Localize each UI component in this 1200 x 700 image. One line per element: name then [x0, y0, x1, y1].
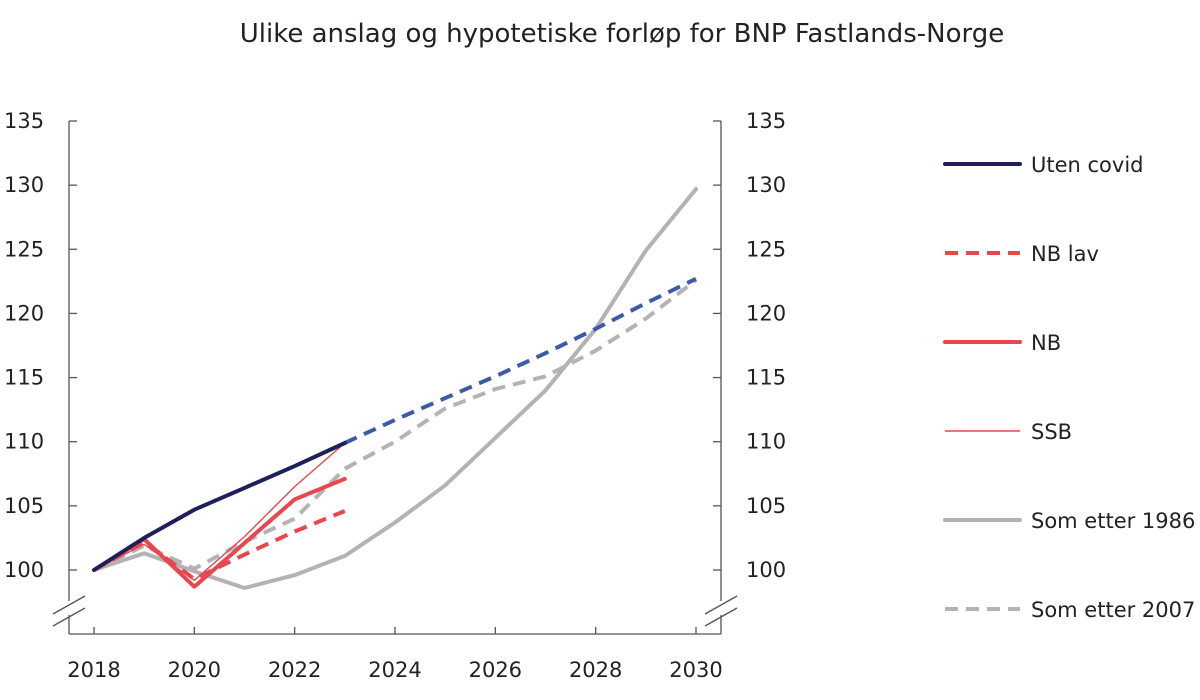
- y-tick-label-right: 130: [746, 173, 786, 197]
- x-tick-label: 2018: [67, 658, 120, 682]
- x-tick-label: 2022: [268, 658, 321, 682]
- y-tick-label-left: 105: [4, 494, 44, 518]
- axes: 100 100 105 105 110 110 115 115 120 120 125 125 130 1…: [4, 109, 786, 682]
- series-line-projection-1: [343, 277, 697, 445]
- x-tick-label: 2028: [569, 658, 622, 682]
- y-tick-label-left: 135: [4, 109, 44, 133]
- y-tick-label-left: 125: [4, 237, 44, 261]
- legend-label: Som etter 1986: [1031, 509, 1195, 533]
- axis-break-mark: [704, 607, 738, 627]
- y-tick-label-left: 100: [4, 558, 44, 582]
- axis-break-mark: [52, 595, 86, 615]
- y-tick-label-right: 100: [746, 558, 786, 582]
- series-line-ssb: [93, 442, 346, 581]
- series-lines: [92, 187, 698, 590]
- x-tick-label: 2026: [469, 658, 522, 682]
- y-tick-label-right: 105: [746, 494, 786, 518]
- legend-label: NB: [1031, 331, 1061, 355]
- legend: Uten covid NB lav NB SSB Som etter 1986 Som e…: [943, 153, 1195, 622]
- y-tick-label-right: 110: [746, 430, 786, 454]
- chart-title: Ulike anslag og hypotetiske forløp for B…: [240, 19, 1005, 49]
- y-tick-label-left: 115: [4, 366, 44, 390]
- legend-label: Uten covid: [1031, 153, 1144, 177]
- series-line-som-etter-1986: [92, 187, 698, 590]
- legend-label: Som etter 2007: [1031, 598, 1195, 622]
- series-line-som-etter-2007: [93, 278, 698, 572]
- y-tick-label-right: 115: [746, 366, 786, 390]
- y-tick-label-right: 120: [746, 301, 786, 325]
- x-tick-label: 2030: [669, 658, 722, 682]
- x-tick-label: 2024: [368, 658, 421, 682]
- y-tick-label-right: 125: [746, 237, 786, 261]
- y-tick-label-right: 135: [746, 109, 786, 133]
- y-tick-label-left: 120: [4, 301, 44, 325]
- series-line-uten-covid: [92, 441, 347, 572]
- y-tick-label-left: 130: [4, 173, 44, 197]
- legend-label: NB lav: [1031, 242, 1099, 266]
- x-tick-label: 2020: [168, 658, 221, 682]
- y-tick-label-left: 110: [4, 430, 44, 454]
- legend-label: SSB: [1031, 420, 1072, 444]
- axis-break-mark: [704, 595, 738, 615]
- axis-break-mark: [52, 607, 86, 627]
